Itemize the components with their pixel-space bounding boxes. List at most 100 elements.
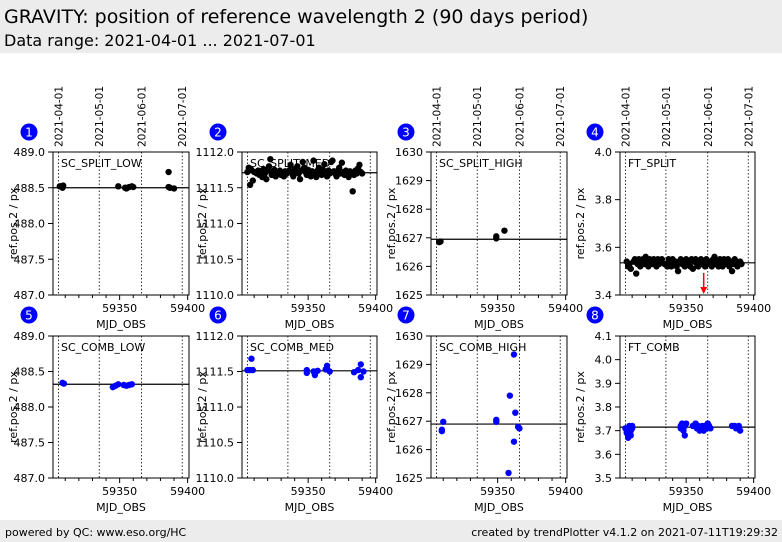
data-point <box>115 183 122 190</box>
y-axis-label: ref.pos.2 / px <box>385 187 398 259</box>
data-point <box>60 380 68 387</box>
y-tick-label: 3.4 <box>595 289 613 302</box>
data-point <box>310 157 317 164</box>
y-tick-label: 488.5 <box>14 366 46 379</box>
x-tick-label: 59350 <box>669 302 704 315</box>
date-tick-label: 2021-04-01 <box>431 86 443 147</box>
panel-title: SC_COMB_HIGH <box>439 341 526 354</box>
plot-grid: 1 2021-04-01 2021-05-01 2021-06-01 2021-07-0… <box>7 86 771 514</box>
data-point <box>505 469 512 477</box>
plot-frame <box>52 335 190 479</box>
x-tick-label: 59400 <box>170 302 205 315</box>
y-tick-label: 1625 <box>395 472 423 485</box>
date-tick-label: 2021-05-01 <box>94 86 106 147</box>
y-tick-label: 1110.5 <box>196 437 235 450</box>
y-tick-label: 1625 <box>395 289 423 302</box>
y-axis-label: ref.pos.2 / px <box>574 371 587 443</box>
data-point <box>510 351 518 358</box>
x-axis-label: MJD_OBS <box>663 318 713 331</box>
y-tick-label: 3.9 <box>595 377 613 390</box>
panel-number: 3 <box>402 126 410 140</box>
x-axis-label: MJD_OBS <box>96 318 146 331</box>
y-tick-label: 4.0 <box>595 146 613 159</box>
y-tick-label: 488.0 <box>14 401 46 414</box>
y-tick-label: 489.0 <box>14 330 46 343</box>
y-tick-label: 3.7 <box>595 425 613 438</box>
y-tick-label: 487.5 <box>14 437 46 450</box>
data-point <box>128 381 136 388</box>
y-tick-label: 1627 <box>395 415 423 428</box>
y-tick-label: 1111.5 <box>196 366 235 379</box>
data-point <box>296 175 304 183</box>
footer: powered by QC: www.eso.org/HC created by… <box>0 520 782 542</box>
y-tick-label: 1110.0 <box>196 472 235 485</box>
data-point <box>326 368 333 375</box>
chart-panel-1: 1 2021-04-01 2021-05-01 2021-06-01 2021-07-0… <box>7 86 205 331</box>
data-point <box>165 168 172 176</box>
chart-panel-7: 7 SC_COMB_HIGH 59350 59400 1625 1626 1627 1628 1… <box>385 306 583 514</box>
panel-number-badge <box>20 123 38 141</box>
y-tick-label: 1626 <box>395 260 423 273</box>
data-point <box>294 163 301 170</box>
chart-panel-8: 8 FT_COMB 59350 59400 3.5 3.6 3.7 3.8 3.9 4.0 4.1 M… <box>574 306 771 514</box>
data-point <box>267 155 274 163</box>
x-tick-label: 59350 <box>480 302 515 315</box>
plot-frame <box>619 151 756 296</box>
y-tick-label: 3.6 <box>595 241 613 254</box>
x-axis-label: MJD_OBS <box>285 318 335 331</box>
x-tick-label: 59400 <box>548 302 583 315</box>
y-tick-label: 3.5 <box>595 472 613 485</box>
date-tick-label: 2021-07-01 <box>743 86 755 147</box>
data-point <box>674 267 682 275</box>
x-axis-label: MJD_OBS <box>474 318 524 331</box>
panel-number-badge <box>209 306 227 324</box>
date-tick-label: 2021-07-01 <box>555 86 567 147</box>
data-point <box>358 170 366 177</box>
page-title: GRAVITY: position of reference wavelengt… <box>4 6 589 28</box>
x-axis-label: MJD_OBS <box>663 501 713 514</box>
data-point <box>130 183 137 191</box>
data-point <box>711 253 718 261</box>
y-tick-label: 3.8 <box>595 194 613 207</box>
chart-panel-4: 4 2021-04-01 2021-05-01 2021-06-01 2021-07-0… <box>574 86 771 331</box>
y-tick-label: 487.5 <box>14 253 46 266</box>
data-point <box>249 366 256 374</box>
panel-number: 8 <box>591 309 599 323</box>
y-tick-label: 4.0 <box>595 354 613 367</box>
data-point <box>329 157 336 164</box>
x-tick-label: 59400 <box>170 485 205 498</box>
data-point <box>338 159 346 166</box>
data-point <box>516 425 523 432</box>
data-range: Data range: 2021-04-01 ... 2021-07-01 <box>4 31 316 50</box>
data-point <box>357 373 364 381</box>
data-point <box>287 161 294 169</box>
panel-number: 4 <box>591 126 599 140</box>
y-tick-label: 1111.0 <box>196 218 235 231</box>
y-tick-label: 488.5 <box>14 182 46 195</box>
y-tick-label: 487.0 <box>14 472 46 485</box>
y-tick-label: 1626 <box>395 444 423 457</box>
x-tick-label: 59350 <box>102 485 137 498</box>
data-point <box>689 265 697 272</box>
y-tick-label: 489.0 <box>14 146 46 159</box>
panel-number: 1 <box>25 126 33 140</box>
panel-number: 7 <box>402 309 410 323</box>
y-tick-label: 1112.0 <box>196 146 235 159</box>
data-point <box>323 362 331 370</box>
x-tick-label: 59400 <box>548 485 583 498</box>
data-point <box>512 409 519 416</box>
chart-panel-3: 3 2021-04-01 2021-05-01 2021-06-01 2021-07-0… <box>385 86 583 331</box>
data-point <box>736 427 744 434</box>
date-tick-label: 2021-06-01 <box>514 86 526 147</box>
panel-title: SC_SPLIT_LOW <box>61 157 142 170</box>
footer-created-by: created by trendPlotter v4.1.2 on 2021-0… <box>471 526 778 539</box>
x-tick-label: 59400 <box>358 485 393 498</box>
data-point <box>349 188 356 195</box>
panel-number: 5 <box>25 309 33 323</box>
y-axis-label: ref.pos.2 / px <box>574 187 587 259</box>
panel-number-badge <box>586 123 604 141</box>
y-axis-label: ref.pos.2 / px <box>196 371 209 443</box>
y-tick-label: 487.0 <box>14 289 46 302</box>
panel-number: 6 <box>214 309 222 323</box>
x-tick-label: 59400 <box>736 302 771 315</box>
